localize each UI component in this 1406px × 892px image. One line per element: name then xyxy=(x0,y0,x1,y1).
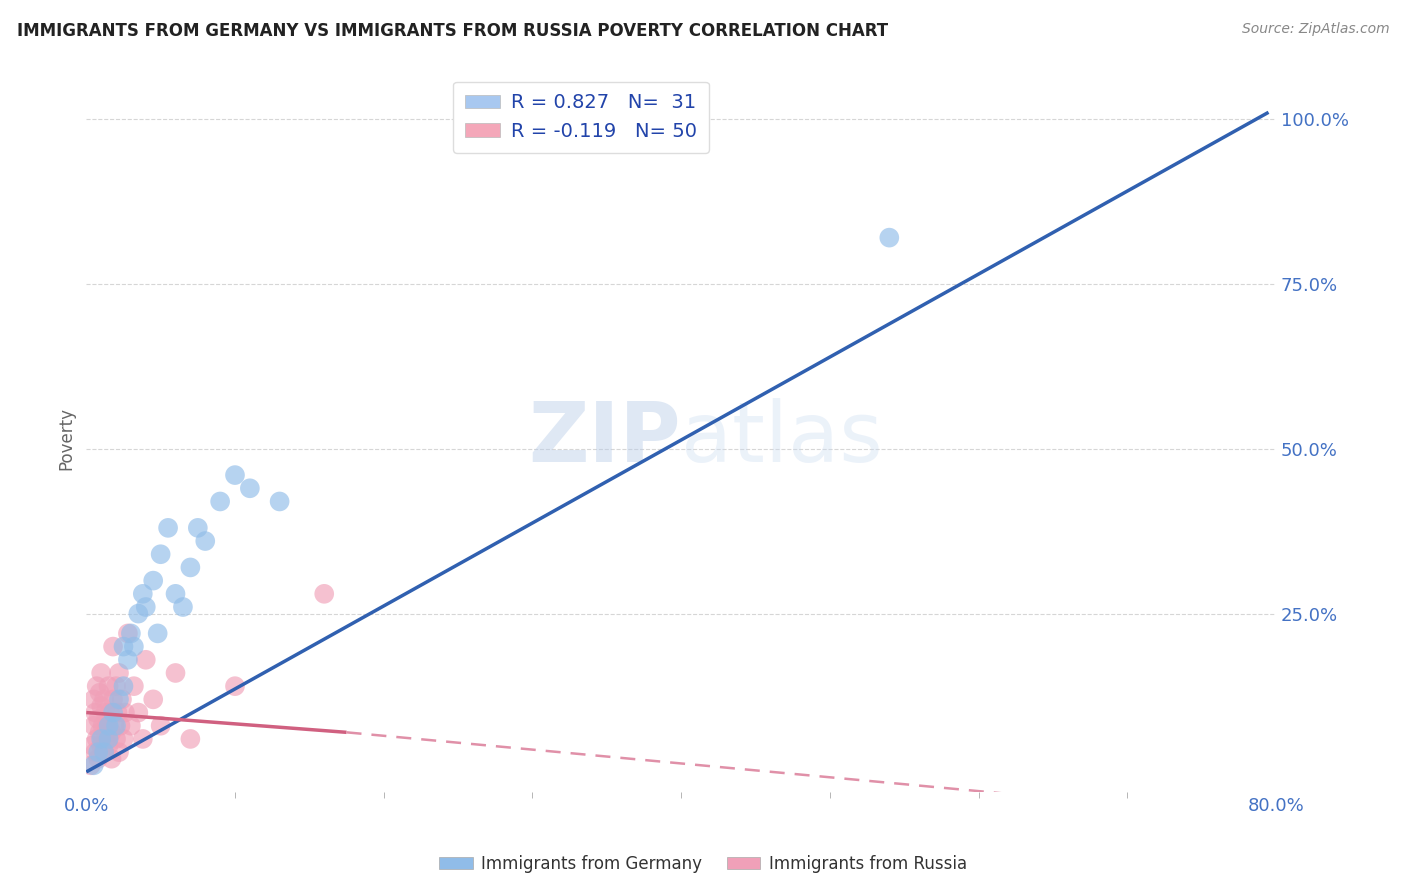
Point xyxy=(146,626,169,640)
Point xyxy=(97,679,120,693)
Point xyxy=(165,587,187,601)
Point xyxy=(89,725,111,739)
Point xyxy=(93,745,115,759)
Point xyxy=(132,587,155,601)
Point xyxy=(105,719,128,733)
Point xyxy=(172,600,194,615)
Point xyxy=(100,752,122,766)
Point xyxy=(90,665,112,680)
Point xyxy=(86,731,108,746)
Point xyxy=(83,719,105,733)
Y-axis label: Poverty: Poverty xyxy=(58,408,75,470)
Point xyxy=(127,607,149,621)
Point xyxy=(117,653,139,667)
Point xyxy=(108,692,131,706)
Point xyxy=(94,731,117,746)
Point xyxy=(87,712,110,726)
Point xyxy=(142,692,165,706)
Point xyxy=(157,521,180,535)
Point xyxy=(149,547,172,561)
Point xyxy=(90,698,112,713)
Point xyxy=(93,692,115,706)
Point xyxy=(314,587,336,601)
Point xyxy=(97,731,120,746)
Point xyxy=(87,752,110,766)
Text: atlas: atlas xyxy=(681,399,883,479)
Point xyxy=(209,494,232,508)
Point xyxy=(122,679,145,693)
Point xyxy=(101,640,124,654)
Point xyxy=(127,706,149,720)
Point xyxy=(224,679,246,693)
Point xyxy=(94,706,117,720)
Point xyxy=(142,574,165,588)
Point xyxy=(90,731,112,746)
Point xyxy=(98,706,121,720)
Point xyxy=(91,719,114,733)
Point xyxy=(179,731,201,746)
Point xyxy=(83,692,105,706)
Point xyxy=(108,665,131,680)
Point xyxy=(117,626,139,640)
Point xyxy=(120,626,142,640)
Point xyxy=(239,481,262,495)
Point xyxy=(224,468,246,483)
Point xyxy=(111,692,134,706)
Point xyxy=(101,706,124,720)
Point xyxy=(114,706,136,720)
Legend: R = 0.827   N=  31, R = -0.119   N= 50: R = 0.827 N= 31, R = -0.119 N= 50 xyxy=(453,81,709,153)
Point xyxy=(84,706,107,720)
Point xyxy=(101,692,124,706)
Point xyxy=(105,731,128,746)
Point xyxy=(107,706,129,720)
Point xyxy=(83,758,105,772)
Point xyxy=(179,560,201,574)
Point xyxy=(110,719,132,733)
Text: ZIP: ZIP xyxy=(529,399,681,479)
Point xyxy=(135,653,157,667)
Point xyxy=(132,731,155,746)
Point xyxy=(100,725,122,739)
Point xyxy=(112,640,135,654)
Point xyxy=(103,719,125,733)
Point xyxy=(122,640,145,654)
Point xyxy=(89,686,111,700)
Point xyxy=(149,719,172,733)
Point xyxy=(97,739,120,753)
Point xyxy=(105,679,128,693)
Point xyxy=(112,679,135,693)
Point xyxy=(269,494,291,508)
Point xyxy=(112,731,135,746)
Point xyxy=(135,600,157,615)
Text: IMMIGRANTS FROM GERMANY VS IMMIGRANTS FROM RUSSIA POVERTY CORRELATION CHART: IMMIGRANTS FROM GERMANY VS IMMIGRANTS FR… xyxy=(17,22,889,40)
Point xyxy=(82,739,104,753)
Text: Source: ZipAtlas.com: Source: ZipAtlas.com xyxy=(1241,22,1389,37)
Point xyxy=(120,719,142,733)
Legend: Immigrants from Germany, Immigrants from Russia: Immigrants from Germany, Immigrants from… xyxy=(433,848,973,880)
Point xyxy=(80,758,103,772)
Point xyxy=(187,521,209,535)
Point xyxy=(108,745,131,759)
Point xyxy=(879,230,901,244)
Point xyxy=(84,745,107,759)
Point xyxy=(86,679,108,693)
Point xyxy=(93,745,115,759)
Point xyxy=(194,534,217,549)
Point xyxy=(97,719,120,733)
Point xyxy=(90,739,112,753)
Point xyxy=(87,745,110,759)
Point xyxy=(165,665,187,680)
Point xyxy=(96,719,118,733)
